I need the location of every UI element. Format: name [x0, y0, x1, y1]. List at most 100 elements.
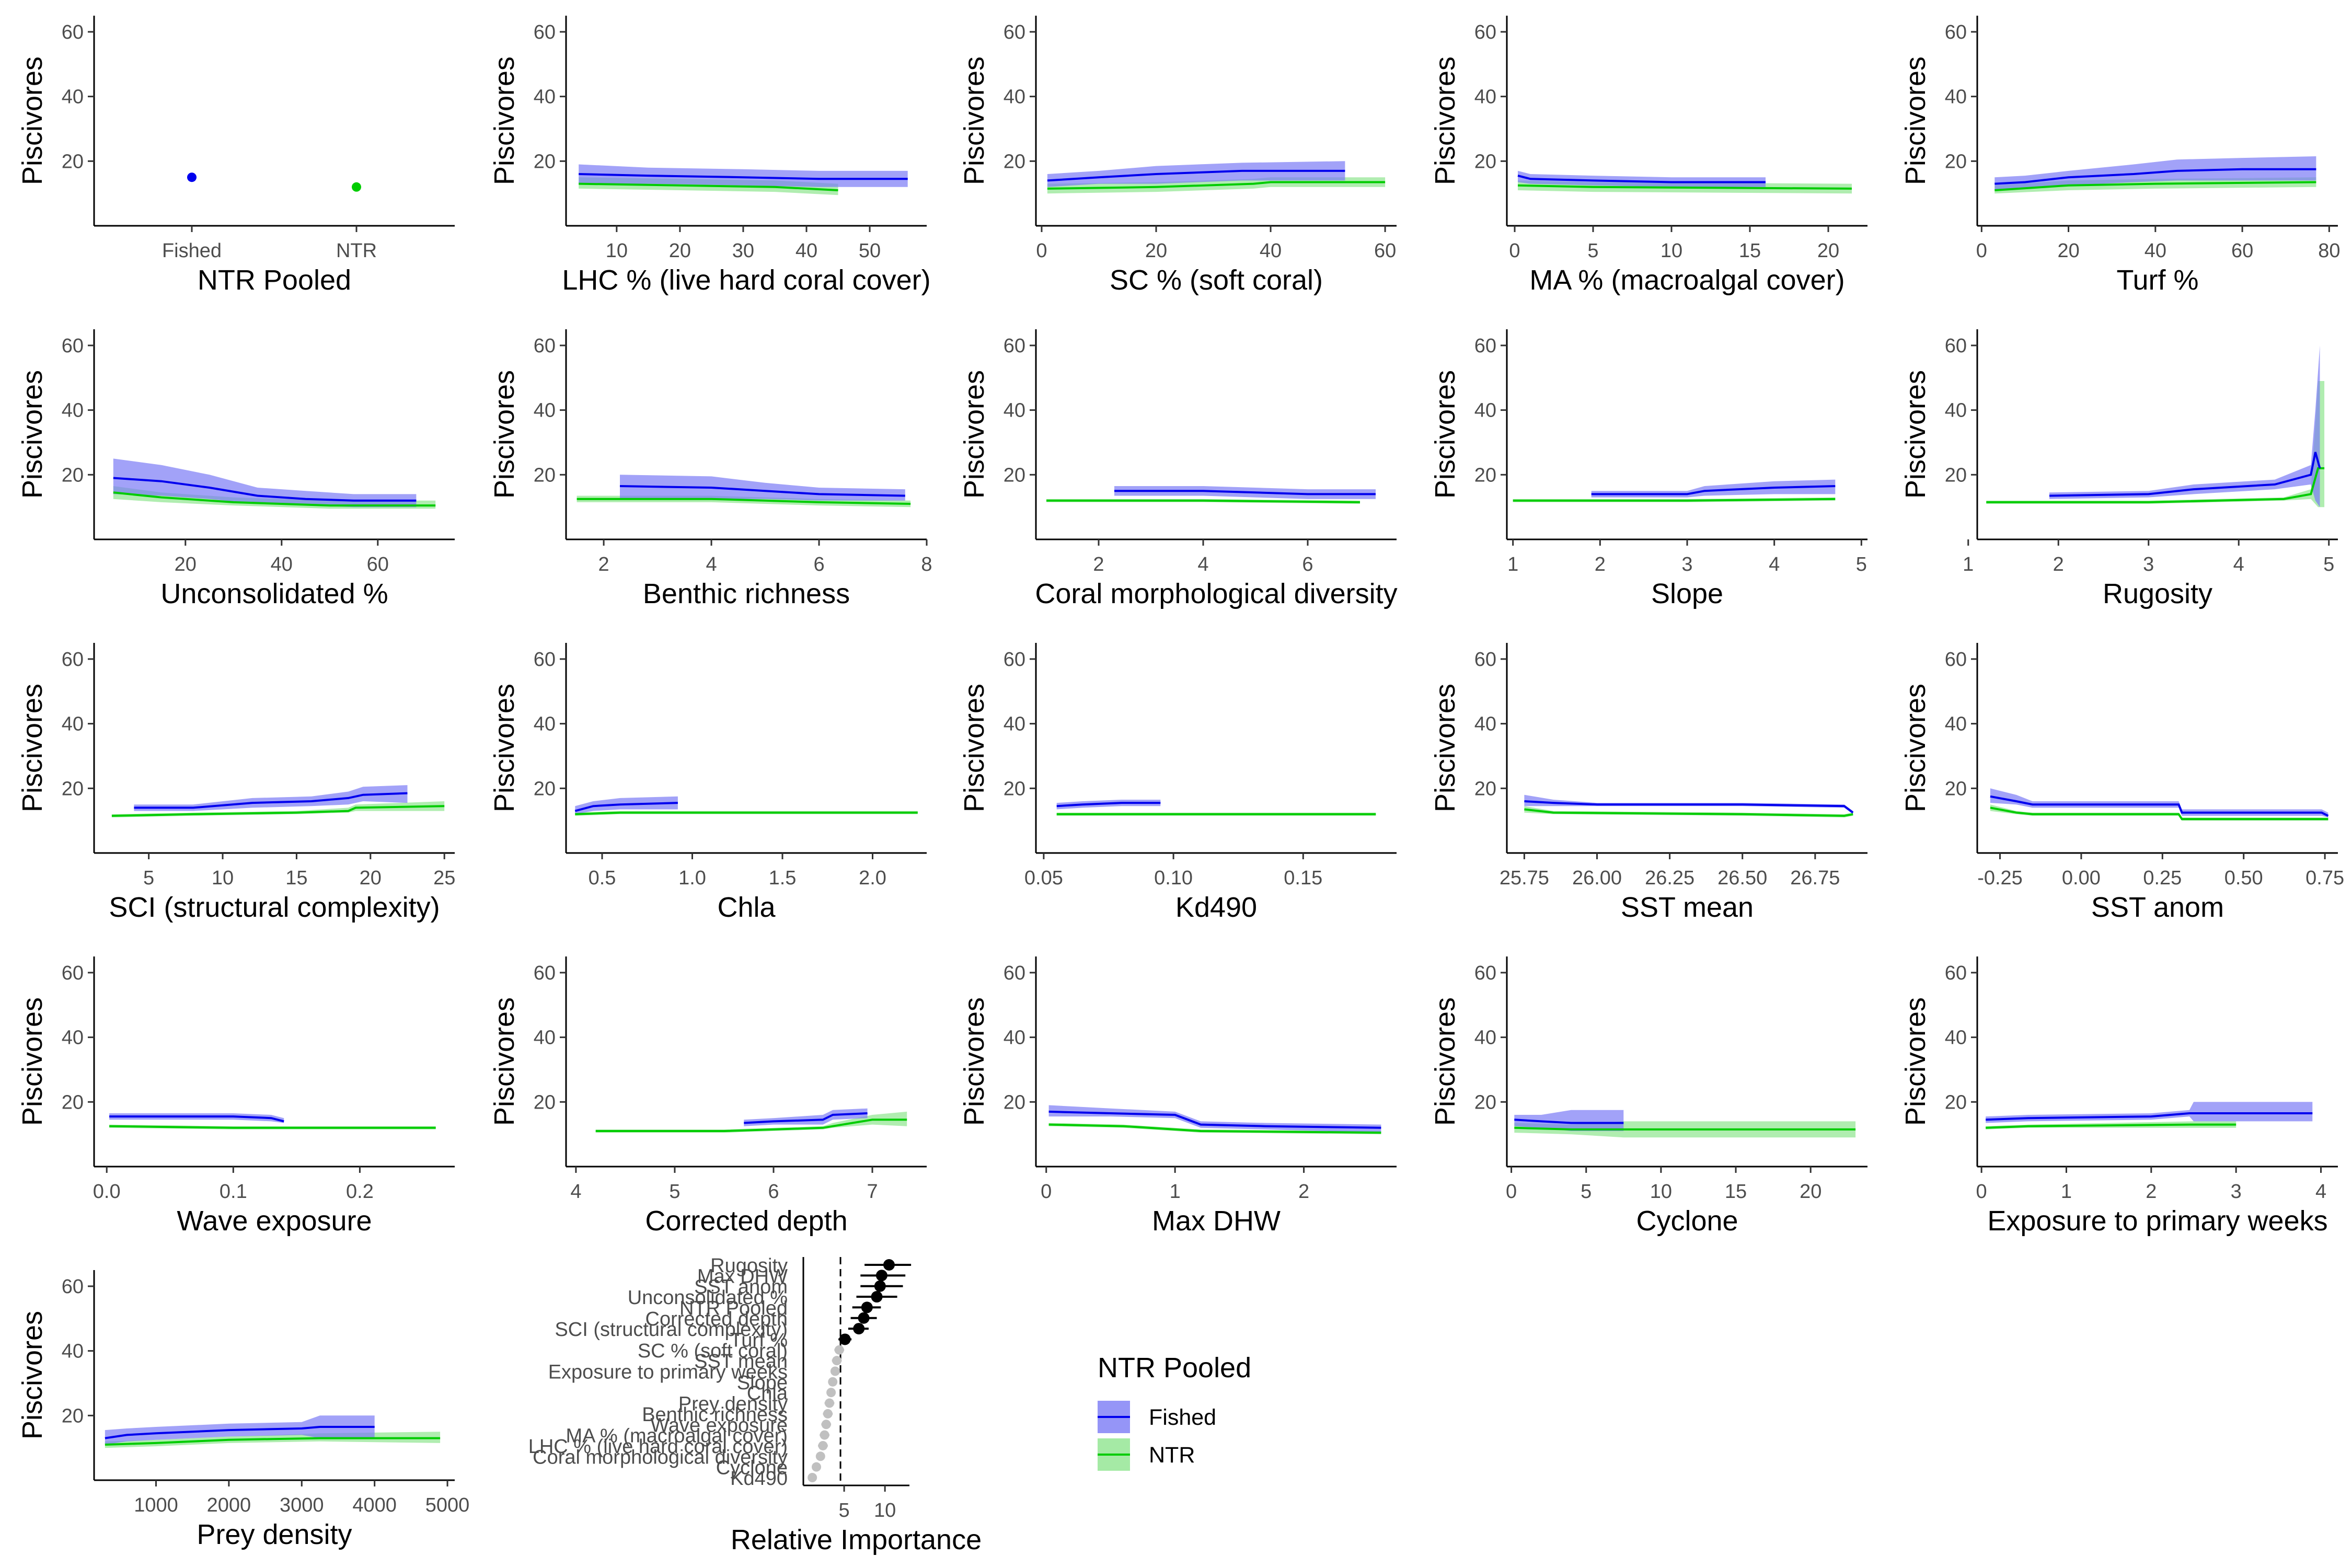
y-tick-label: 40 — [62, 1027, 84, 1049]
y-tick-label: 40 — [1945, 1027, 1967, 1049]
line-ntr — [113, 491, 436, 507]
x-tick-label: 26.75 — [1790, 867, 1840, 889]
y-tick-label: 40 — [1945, 86, 1967, 108]
imp-point — [824, 1398, 834, 1408]
x-tick-label: 0.2 — [346, 1181, 374, 1203]
legend-label-fished: Fished — [1149, 1405, 1216, 1430]
y-tick-label: 60 — [534, 21, 556, 43]
x-tick-label: 0.50 — [2224, 867, 2263, 889]
y-tick-label: 40 — [62, 713, 84, 735]
x-tick-label: 60 — [367, 554, 389, 575]
panel-unconsolidated: 20 40 60 Piscivores Unconsolidated % 20 40 60 — [17, 329, 455, 609]
line-ntr — [1990, 806, 2328, 821]
x-tick-label: 2 — [1093, 554, 1104, 575]
panel-turf: 20 40 60 Piscivores Turf % 0 20 40 60 80 — [1900, 16, 2341, 296]
imp-point — [820, 1430, 829, 1440]
y-tick-label: 40 — [534, 1027, 556, 1049]
line-fished — [109, 1115, 284, 1123]
line-ntr — [111, 805, 445, 817]
panel-benthic-richness: 20 40 60 Piscivores Benthic richness 2 4 6 8 — [489, 329, 932, 609]
x-tick-label: 5000 — [425, 1494, 470, 1516]
line-fished — [2049, 452, 2321, 497]
x-tick-label: NTR — [336, 240, 377, 262]
x-tick-label: 8 — [921, 554, 932, 575]
y-tick-label: 40 — [1004, 713, 1025, 735]
x-axis-title: Exposure to primary weeks — [1987, 1205, 2327, 1237]
x-tick-label: -0.25 — [1977, 867, 2023, 889]
y-tick-label: 40 — [62, 400, 84, 422]
imp-point — [871, 1291, 883, 1303]
y-axis-title: Piscivores — [17, 56, 48, 185]
line-fished — [105, 1426, 375, 1439]
x-tick-label: 1 — [1170, 1181, 1181, 1203]
y-tick-label: 60 — [534, 962, 556, 984]
x-tick-label: 1000 — [134, 1494, 178, 1516]
line-ntr — [577, 498, 911, 505]
x-axis-title: Cyclone — [1636, 1205, 1738, 1237]
line-fished — [1990, 795, 2329, 817]
x-axis-title: Kd490 — [1175, 892, 1257, 923]
imp-label: Prey density — [678, 1393, 788, 1415]
x-tick-label: 60 — [1374, 240, 1396, 262]
line-fished — [1048, 1110, 1381, 1129]
x-tick-label: 4 — [706, 554, 717, 575]
y-tick-label: 40 — [534, 400, 556, 422]
line-fished — [1056, 802, 1161, 808]
band-fished — [134, 785, 408, 811]
y-axis-title: Piscivores — [1900, 684, 1931, 812]
y-axis-title: Piscivores — [489, 56, 520, 185]
line-ntr — [1513, 498, 1836, 502]
imp-label: Turf % — [730, 1329, 788, 1351]
y-axis-title: Piscivores — [17, 997, 48, 1126]
line-fished — [113, 477, 417, 502]
panel-ma: 20 40 60 Piscivores MA % (macroalgal cover) 0… — [1429, 16, 1867, 296]
x-tick-label: 4 — [2233, 554, 2244, 575]
y-tick-label: 40 — [1945, 400, 1967, 422]
line-ntr — [575, 811, 918, 815]
x-tick-label: 1 — [2061, 1181, 2072, 1203]
x-axis-title: Benthic richness — [643, 578, 850, 609]
x-tick-label: 10 — [1661, 240, 1682, 262]
x-tick-label: 6 — [1302, 554, 1313, 575]
band-fished — [1048, 1105, 1381, 1133]
y-tick-label: 60 — [534, 649, 556, 671]
imp-label: Kd490 — [730, 1468, 788, 1490]
y-tick-label: 20 — [534, 778, 556, 800]
legend-title: NTR Pooled — [1098, 1352, 1251, 1383]
legend: NTR Pooled Fished NTR — [1098, 1352, 1251, 1471]
x-axis-title: SST mean — [1621, 892, 1754, 923]
x-tick-label: 0 — [1506, 1181, 1517, 1203]
x-tick-label: 5 — [1856, 554, 1867, 575]
y-tick-label: 40 — [1474, 713, 1496, 735]
x-tick-label: 60 — [2231, 240, 2253, 262]
x-tick-label: 2 — [2053, 554, 2064, 575]
y-tick-label: 40 — [534, 86, 556, 108]
x-tick-label: 26.00 — [1572, 867, 1622, 889]
x-tick-label: 5 — [1581, 1181, 1592, 1203]
x-tick-label: 1 — [1963, 554, 1974, 575]
imp-x-axis-title: Relative Importance — [731, 1524, 982, 1555]
y-axis-title: Piscivores — [489, 997, 520, 1126]
y-axis-title: Piscivores — [17, 1311, 48, 1439]
x-axis-title: Turf % — [2116, 264, 2198, 296]
imp-point — [826, 1388, 836, 1398]
y-tick-label: 20 — [62, 151, 84, 172]
x-tick-label: 20 — [175, 554, 197, 575]
x-tick-label: 3 — [1681, 554, 1692, 575]
x-tick-label: 10 — [212, 867, 234, 889]
line-fished — [1591, 485, 1836, 495]
x-tick-label: 0 — [1041, 1181, 1052, 1203]
x-tick-label: 20 — [2057, 240, 2079, 262]
line-fished — [1114, 490, 1376, 495]
y-axis-title: Piscivores — [1900, 997, 1931, 1126]
panel-corrected-depth: 20 40 60 Piscivores Corrected depth 4 5 6 7 — [489, 956, 927, 1237]
x-tick-label: 4000 — [352, 1494, 397, 1516]
line-fished — [1994, 168, 2316, 185]
y-axis-title: Piscivores — [17, 370, 48, 499]
y-tick-label: 40 — [1945, 713, 1967, 735]
y-tick-label: 20 — [62, 778, 84, 800]
imp-point — [811, 1462, 821, 1472]
imp-label: Max DHW — [697, 1265, 788, 1287]
x-tick-label: 25 — [433, 867, 455, 889]
